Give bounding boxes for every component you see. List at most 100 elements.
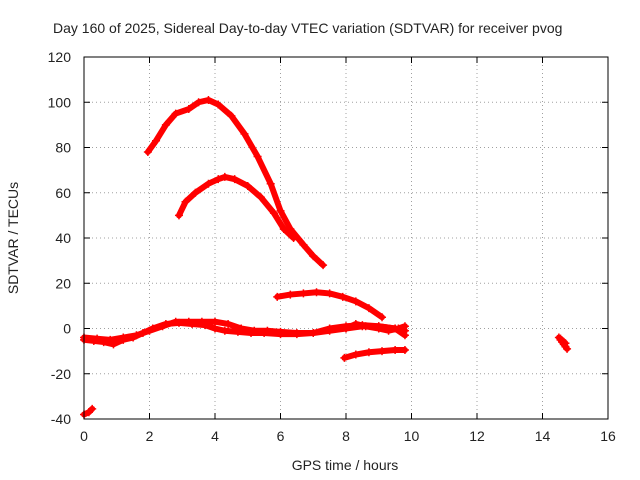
x-tick-label: 8 <box>342 428 350 444</box>
data-point <box>378 313 387 322</box>
data-point <box>286 290 295 299</box>
data-point <box>106 335 115 344</box>
data-point <box>88 404 97 413</box>
data-point <box>342 324 350 333</box>
data-point <box>263 326 272 335</box>
data-point <box>132 331 141 340</box>
data-point <box>292 329 301 338</box>
series-arc-high <box>143 95 328 270</box>
data-point <box>325 326 334 335</box>
data-point <box>204 95 213 104</box>
data-point <box>152 136 161 145</box>
data-point <box>361 322 370 331</box>
data-point <box>299 240 308 249</box>
y-tick-label: 60 <box>55 185 71 201</box>
data-point <box>364 304 373 313</box>
data-point <box>256 193 265 202</box>
x-tick-label: 14 <box>535 428 551 444</box>
data-point <box>309 329 318 338</box>
series-cluster-late <box>554 333 572 353</box>
data-point <box>391 345 400 354</box>
data-point <box>243 181 252 190</box>
data-point <box>184 105 193 114</box>
data-point <box>563 344 572 353</box>
data-point <box>174 211 183 220</box>
data-point <box>171 109 180 118</box>
x-tick-label: 4 <box>211 428 219 444</box>
data-point <box>143 148 152 157</box>
data-point <box>400 322 409 331</box>
y-tick-label: -40 <box>51 411 71 427</box>
data-point <box>184 317 193 326</box>
data-point <box>230 175 239 184</box>
x-axis-label: GPS time / hours <box>292 457 399 473</box>
data-point <box>214 175 223 184</box>
data-point <box>400 345 409 354</box>
data-point <box>374 324 383 333</box>
x-tick-label: 0 <box>80 428 88 444</box>
data-point <box>561 339 570 348</box>
data-point <box>269 209 278 218</box>
data-point <box>197 317 206 326</box>
data-point <box>340 353 349 362</box>
data-point <box>378 347 387 356</box>
data-point <box>351 350 360 359</box>
y-tick-label: 120 <box>48 49 72 65</box>
data-point <box>351 297 360 306</box>
data-point <box>214 100 223 109</box>
data-point <box>279 224 288 233</box>
series-arc-low <box>273 288 387 322</box>
data-point <box>161 120 170 129</box>
data-marks <box>80 95 572 419</box>
data-point <box>299 289 308 298</box>
data-point <box>276 206 285 215</box>
data-point <box>319 261 328 270</box>
data-point <box>289 234 298 242</box>
data-point <box>400 331 409 340</box>
data-point <box>276 327 285 336</box>
y-axis-label: SDTVAR / TECUs <box>5 182 21 294</box>
data-point <box>224 319 233 328</box>
x-tick-label: 10 <box>404 428 420 444</box>
data-point <box>273 292 282 301</box>
data-point <box>158 322 167 331</box>
data-point <box>227 111 236 120</box>
data-point <box>266 179 275 188</box>
chart-title: Day 160 of 2025, Sidereal Day-to-day VTE… <box>53 20 562 36</box>
data-point <box>181 197 190 206</box>
data-point <box>211 317 219 326</box>
data-point <box>211 324 219 333</box>
x-tick-label: 6 <box>277 428 285 444</box>
data-point <box>220 172 229 181</box>
y-tick-label: 40 <box>55 230 71 246</box>
data-point <box>556 334 565 343</box>
data-point <box>394 324 403 333</box>
y-tick-label: 80 <box>55 140 71 156</box>
data-point <box>309 252 318 261</box>
x-tick-label: 2 <box>146 428 154 444</box>
x-tick-label: 12 <box>469 428 485 444</box>
y-tick-label: 20 <box>55 275 71 291</box>
axis-ticks: 0 2 4 6 8 10 12 14 16 -40 -20 0 20 40 60 80 100 120 <box>48 49 616 444</box>
data-point <box>220 326 229 335</box>
data-point <box>253 152 262 161</box>
y-tick-label: 0 <box>63 321 71 337</box>
y-tick-label: -20 <box>51 366 71 382</box>
data-point <box>204 179 213 188</box>
data-point <box>250 326 259 335</box>
data-point <box>240 129 249 138</box>
data-point <box>119 333 128 342</box>
data-point <box>312 288 321 297</box>
data-point <box>191 188 200 197</box>
series-band-c <box>342 319 409 335</box>
data-point <box>171 317 180 326</box>
data-point <box>384 326 393 335</box>
data-point <box>194 98 203 107</box>
grid-lines <box>84 57 608 419</box>
data-point <box>351 319 360 328</box>
series-trace <box>175 173 297 241</box>
series-arc-neg <box>340 345 409 362</box>
x-tick-label: 16 <box>600 428 616 444</box>
data-point <box>93 334 102 343</box>
